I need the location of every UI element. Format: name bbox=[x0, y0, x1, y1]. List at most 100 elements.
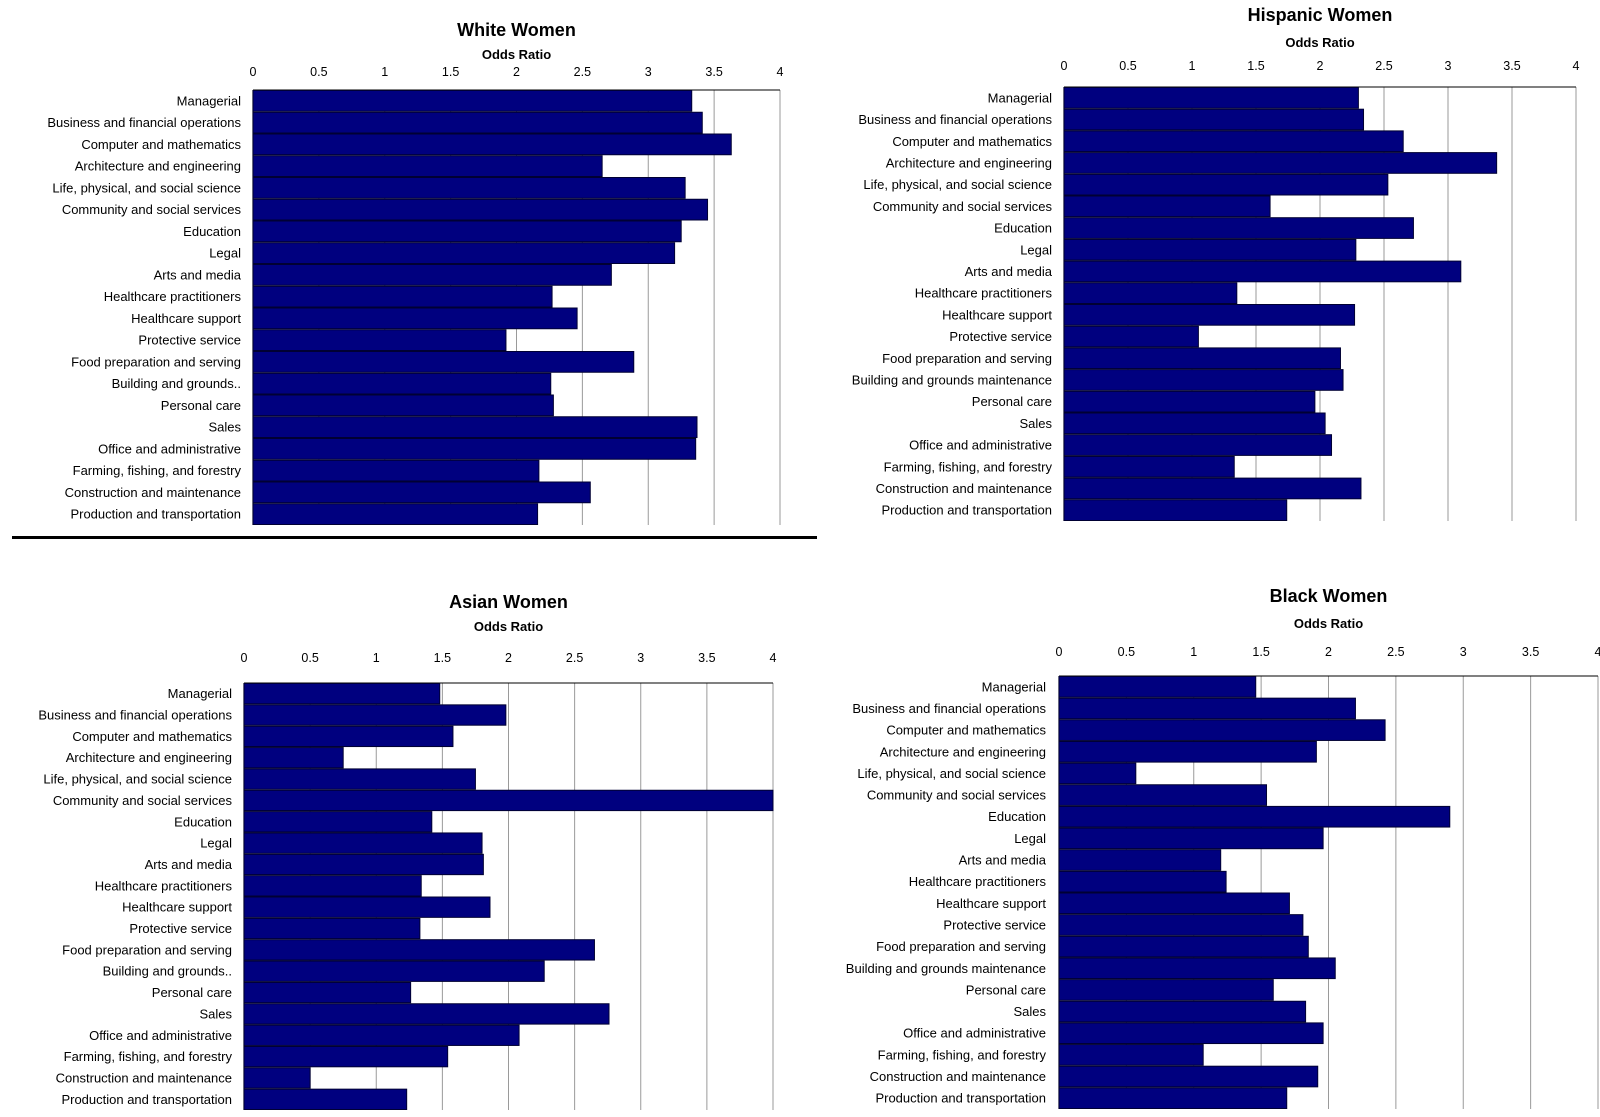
category-label: Computer and mathematics bbox=[886, 723, 1046, 738]
category-label: Personal care bbox=[966, 982, 1046, 997]
bar-personal-care bbox=[243, 981, 412, 1004]
bar-protective-service bbox=[1058, 914, 1304, 936]
category-label: Managerial bbox=[988, 90, 1052, 105]
category-label: Food preparation and serving bbox=[71, 354, 241, 369]
category-label: Life, physical, and social science bbox=[52, 180, 241, 195]
category-label: Production and transportation bbox=[70, 507, 241, 522]
category-label: Protective service bbox=[138, 333, 241, 348]
category-label: Protective service bbox=[943, 917, 1046, 932]
category-label: Life, physical, and social science bbox=[43, 772, 232, 787]
category-label: Farming, fishing, and forestry bbox=[73, 463, 242, 478]
category-label: Office and administrative bbox=[909, 438, 1052, 453]
bar-farming-fishing-and-forestry bbox=[252, 459, 540, 482]
category-label: Computer and mathematics bbox=[72, 729, 232, 744]
x-tick-label: 3 bbox=[637, 651, 644, 665]
bar-construction-and-maintenance bbox=[252, 481, 591, 504]
category-label: Farming, fishing, and forestry bbox=[64, 1049, 233, 1064]
bar-community-and-social-services bbox=[243, 789, 774, 812]
bar-building-and-grounds bbox=[243, 960, 545, 982]
category-label: Office and administrative bbox=[98, 441, 241, 456]
category-label: Healthcare practitioners bbox=[915, 286, 1053, 301]
x-tick-label: 2.5 bbox=[1387, 645, 1404, 659]
category-label: Sales bbox=[1019, 416, 1052, 431]
category-label: Sales bbox=[199, 1006, 232, 1021]
category-label: Computer and mathematics bbox=[81, 137, 241, 152]
bar-education bbox=[1058, 805, 1451, 828]
category-label: Protective service bbox=[949, 329, 1052, 344]
category-label: Personal care bbox=[152, 985, 232, 1000]
category-label: Construction and maintenance bbox=[876, 481, 1052, 496]
bar-architecture-and-engineering bbox=[1058, 740, 1317, 763]
bar-healthcare-support bbox=[252, 307, 578, 330]
bar-life-physical-and-social-science bbox=[243, 768, 476, 790]
category-label: Building and grounds maintenance bbox=[846, 961, 1046, 976]
bar-healthcare-support bbox=[1058, 892, 1290, 915]
chart-white-women: White Women Odds Ratio 0 0.5 1 1.5 2 2.5 3 3.5 4 Ma… bbox=[0, 0, 800, 532]
x-tick-label: 2 bbox=[513, 65, 520, 79]
bar-arts-and-media bbox=[1063, 260, 1462, 283]
bar-personal-care bbox=[252, 394, 554, 417]
chart-hispanic-women-svg: Hispanic Women Odds Ratio 0 0.5 1 1.5 2 2.5 3 3.5… bbox=[852, 5, 1580, 521]
bar-legal bbox=[1063, 238, 1357, 261]
category-label: Architecture and engineering bbox=[66, 750, 232, 765]
x-tick-label: 1.5 bbox=[442, 65, 459, 79]
bar-education bbox=[1063, 217, 1414, 239]
category-label: Food preparation and serving bbox=[876, 939, 1046, 954]
bar-architecture-and-engineering bbox=[252, 155, 603, 177]
bar-arts-and-media bbox=[243, 853, 484, 876]
x-tick-label: 1 bbox=[373, 651, 380, 665]
bar-managerial bbox=[243, 683, 441, 705]
bar-office-and-administrative bbox=[252, 438, 697, 460]
category-label: Legal bbox=[1014, 831, 1046, 846]
bar-food-preparation-and-serving bbox=[252, 351, 635, 373]
x-tick-label: 0 bbox=[241, 651, 248, 665]
x-tick-label: 3.5 bbox=[1503, 59, 1520, 73]
x-tick-label: 0.5 bbox=[310, 65, 327, 79]
bar-arts-and-media bbox=[1058, 849, 1222, 871]
chart-asian-women-svg: Asian Women Odds Ratio 0 0.5 1 1.5 2 2.5 3 3.5 4 Ma… bbox=[38, 592, 777, 1111]
x-tick-label: 1.5 bbox=[434, 651, 451, 665]
bar-computer-and-mathematics bbox=[252, 133, 732, 156]
chart-asian-women: Asian Women Odds Ratio 0 0.5 1 1.5 2 2.5 3 3.5 4 Ma… bbox=[0, 570, 800, 1115]
chart-hispanic-women: Hispanic Women Odds Ratio 0 0.5 1 1.5 2 2.5 3 3.5… bbox=[808, 0, 1600, 532]
bar-arts-and-media bbox=[252, 264, 612, 286]
bar-legal bbox=[1058, 827, 1324, 850]
category-label: Building and grounds maintenance bbox=[852, 372, 1052, 387]
bar-managerial bbox=[1063, 87, 1359, 109]
category-label: Construction and maintenance bbox=[56, 1070, 232, 1085]
x-tick-label: 3.5 bbox=[698, 651, 715, 665]
x-tick-label: 0 bbox=[1056, 645, 1063, 659]
x-tick-label: 2 bbox=[1325, 645, 1332, 659]
x-tick-label: 2.5 bbox=[1375, 59, 1392, 73]
bar-protective-service bbox=[252, 329, 507, 351]
x-tick-label: 0 bbox=[1061, 59, 1068, 73]
bar-legal bbox=[243, 832, 483, 854]
bar-life-physical-and-social-science bbox=[1063, 173, 1389, 196]
category-label: Architecture and engineering bbox=[886, 155, 1052, 170]
category-label: Sales bbox=[1013, 1004, 1046, 1019]
x-tick-label: 1 bbox=[381, 65, 388, 79]
category-label: Construction and maintenance bbox=[65, 485, 241, 500]
bar-sales bbox=[1063, 412, 1326, 435]
category-label: Sales bbox=[208, 420, 241, 435]
bar-production-and-transportation bbox=[1063, 499, 1288, 521]
chart-title: Asian Women bbox=[449, 592, 568, 612]
category-label: Life, physical, and social science bbox=[857, 766, 1046, 781]
chart-title: Black Women bbox=[1270, 586, 1388, 606]
bar-office-and-administrative bbox=[243, 1024, 520, 1046]
category-label: Arts and media bbox=[965, 264, 1053, 279]
category-label: Food preparation and serving bbox=[882, 351, 1052, 366]
category-label: Architecture and engineering bbox=[75, 159, 241, 174]
category-label: Managerial bbox=[982, 679, 1046, 694]
category-label: Farming, fishing, and forestry bbox=[878, 1047, 1047, 1062]
category-label: Business and financial operations bbox=[852, 701, 1046, 716]
chart-black-women: Black Women Odds Ratio 0 0.5 1 1.5 2 2.5 3 3.5 4 Ma… bbox=[808, 570, 1600, 1115]
bar-farming-fishing-and-forestry bbox=[1058, 1044, 1204, 1066]
category-label: Healthcare support bbox=[936, 896, 1046, 911]
category-label: Food preparation and serving bbox=[62, 942, 232, 957]
x-tick-label: 2.5 bbox=[566, 651, 583, 665]
bar-production-and-transportation bbox=[1058, 1087, 1288, 1109]
bar-farming-fishing-and-forestry bbox=[243, 1045, 449, 1068]
category-label: Production and transportation bbox=[881, 503, 1052, 518]
bar-architecture-and-engineering bbox=[243, 747, 344, 769]
